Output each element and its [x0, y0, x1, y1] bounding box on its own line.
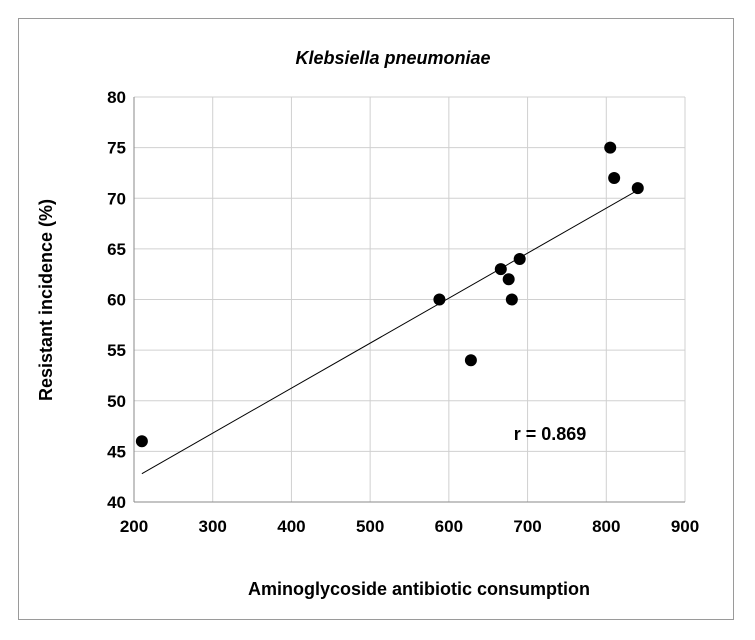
x-axis-label: Aminoglycoside antibiotic consumption	[248, 579, 590, 599]
x-tick-label: 500	[356, 517, 384, 536]
y-tick-label: 75	[107, 139, 126, 158]
tick-labels: 40 45 50 55 60 65 70 75 80 200 300 400 500 600 700 800 9…	[107, 88, 699, 536]
data-point	[464, 354, 477, 367]
y-tick-label: 40	[107, 493, 126, 512]
trendline-layer	[141, 189, 639, 475]
y-axis-label: Resistant incidence (%)	[36, 199, 56, 401]
data-point	[135, 435, 148, 448]
x-tick-label: 400	[277, 517, 305, 536]
grid-lines	[133, 96, 686, 503]
trendline	[141, 189, 639, 475]
data-point	[608, 172, 621, 184]
chart-frame	[18, 18, 734, 620]
x-tick-label: 700	[513, 517, 541, 536]
axes	[133, 97, 685, 503]
y-tick-label: 45	[107, 442, 126, 461]
data-point	[494, 263, 507, 276]
data-point	[513, 253, 526, 265]
x-tick-label: 200	[120, 517, 148, 536]
data-point	[502, 273, 515, 286]
y-tick-label: 70	[107, 189, 126, 208]
y-tick-label: 65	[107, 240, 126, 259]
data-point	[433, 293, 446, 306]
x-tick-label: 800	[592, 517, 620, 536]
correlation-annotation: r = 0.869	[514, 424, 587, 444]
y-tick-label: 80	[107, 88, 126, 107]
data-point	[505, 293, 518, 306]
y-tick-label: 50	[107, 392, 126, 411]
y-tick-label: 60	[107, 291, 126, 310]
data-points	[135, 141, 644, 448]
data-point	[604, 141, 617, 154]
chart-title: Klebsiella pneumoniae	[295, 48, 490, 68]
x-tick-label: 600	[435, 517, 463, 536]
x-tick-label: 300	[199, 517, 227, 536]
y-tick-label: 55	[107, 341, 126, 360]
x-tick-label: 900	[671, 517, 699, 536]
data-point	[631, 182, 644, 195]
